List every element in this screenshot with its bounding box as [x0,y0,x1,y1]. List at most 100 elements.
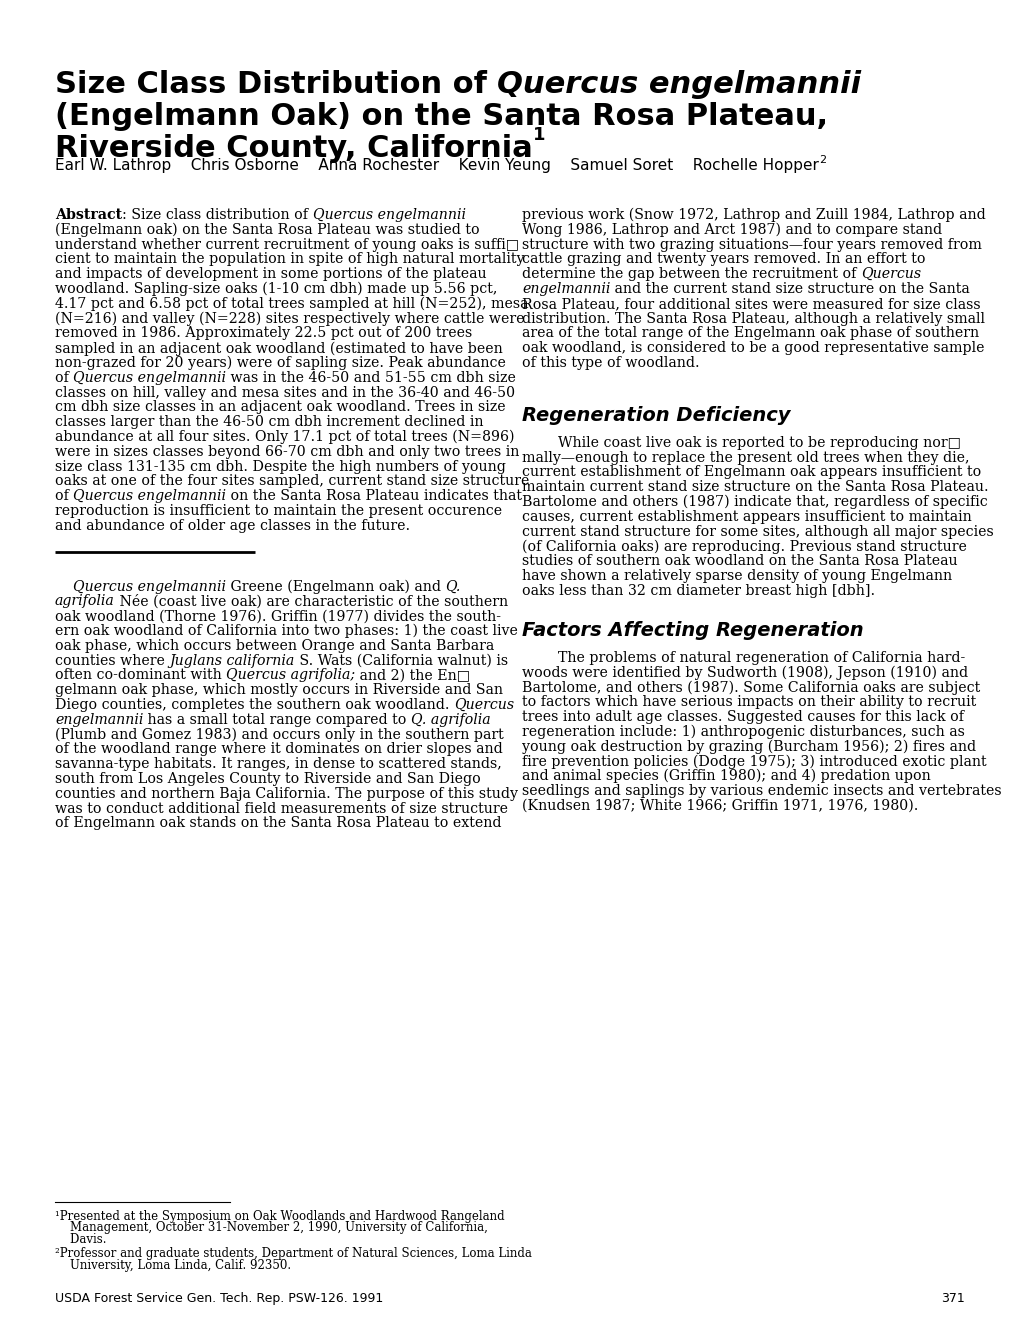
Text: Size Class Distribution of: Size Class Distribution of [55,70,497,99]
Text: Quercus engelmannii: Quercus engelmannii [73,490,226,503]
Text: ²Professor and graduate students, Department of Natural Sciences, Loma Linda: ²Professor and graduate students, Depart… [55,1247,531,1261]
Text: understand whether current recruitment of young oaks is suffi□: understand whether current recruitment o… [55,238,519,252]
Text: Greene (Engelmann oak) and: Greene (Engelmann oak) and [226,579,445,594]
Text: counties and northern Baja California. The purpose of this study: counties and northern Baja California. T… [55,787,518,801]
Text: young oak destruction by grazing (Burcham 1956); 2) fires and: young oak destruction by grazing (Burcha… [522,739,975,754]
Text: Quercus engelmannii: Quercus engelmannii [497,70,861,99]
Text: were in sizes classes beyond 66-70 cm dbh and only two trees in: were in sizes classes beyond 66-70 cm db… [55,445,519,459]
Text: agrifolia: agrifolia [55,594,115,609]
Text: fire prevention policies (Dodge 1975); 3) introduced exotic plant: fire prevention policies (Dodge 1975); 3… [522,754,985,768]
Text: (Plumb and Gomez 1983) and occurs only in the southern part: (Plumb and Gomez 1983) and occurs only i… [55,727,503,742]
Text: reproduction is insufficient to maintain the present occurence: reproduction is insufficient to maintain… [55,504,501,517]
Text: ern oak woodland of California into two phases: 1) the coast live: ern oak woodland of California into two … [55,624,518,639]
Text: Quercus: Quercus [453,698,514,711]
Text: woodland. Sapling-size oaks (1-10 cm dbh) made up 5.56 pct,: woodland. Sapling-size oaks (1-10 cm dbh… [55,282,497,297]
Text: (Engelmann oak) on the Santa Rosa Plateau was studied to: (Engelmann oak) on the Santa Rosa Platea… [55,223,479,238]
Text: 371: 371 [941,1292,964,1305]
Text: abundance at all four sites. Only 17.1 pct of total trees (N=896): abundance at all four sites. Only 17.1 p… [55,430,514,445]
Text: (Engelmann Oak) on the Santa Rosa Plateau,: (Engelmann Oak) on the Santa Rosa Platea… [55,102,827,131]
Text: engelmannii: engelmannii [55,713,144,727]
Text: and 2) the En□: and 2) the En□ [355,668,470,682]
Text: classes larger than the 46-50 cm dbh increment declined in: classes larger than the 46-50 cm dbh inc… [55,416,483,429]
Text: structure with two grazing situations—four years removed from: structure with two grazing situations—fo… [522,238,981,252]
Text: Factors Affecting Regeneration: Factors Affecting Regeneration [522,620,863,640]
Text: oak woodland (Thorne 1976). Griffin (1977) divides the south-: oak woodland (Thorne 1976). Griffin (197… [55,610,500,623]
Text: often co-dominant with: often co-dominant with [55,668,226,682]
Text: studies of southern oak woodland on the Santa Rosa Plateau: studies of southern oak woodland on the … [522,554,957,568]
Text: causes, current establishment appears insufficient to maintain: causes, current establishment appears in… [522,510,971,524]
Text: Q. agrifolia: Q. agrifolia [411,713,490,727]
Text: counties where: counties where [55,653,169,668]
Text: distribution. The Santa Rosa Plateau, although a relatively small: distribution. The Santa Rosa Plateau, al… [522,312,984,326]
Text: classes on hill, valley and mesa sites and in the 36-40 and 46-50: classes on hill, valley and mesa sites a… [55,385,515,400]
Text: and animal species (Griffin 1980); and 4) predation upon: and animal species (Griffin 1980); and 4… [522,770,930,783]
Text: current establishment of Engelmann oak appears insufficient to: current establishment of Engelmann oak a… [522,466,980,479]
Text: to factors which have serious impacts on their ability to recruit: to factors which have serious impacts on… [522,696,975,709]
Text: and the current stand size structure on the Santa: and the current stand size structure on … [609,282,969,296]
Text: trees into adult age classes. Suggested causes for this lack of: trees into adult age classes. Suggested … [522,710,963,723]
Text: (of California oaks) are reproducing. Previous stand structure: (of California oaks) are reproducing. Pr… [522,540,966,554]
Text: of: of [55,490,73,503]
Text: 2: 2 [818,154,825,165]
Text: south from Los Angeles County to Riverside and San Diego: south from Los Angeles County to Riversi… [55,772,480,785]
Text: mally—enough to replace the present old trees when they die,: mally—enough to replace the present old … [522,450,968,465]
Text: University, Loma Linda, Calif. 92350.: University, Loma Linda, Calif. 92350. [55,1259,290,1272]
Text: Q.: Q. [445,579,461,594]
Text: engelmannii: engelmannii [522,282,609,296]
Text: Diego counties, completes the southern oak woodland.: Diego counties, completes the southern o… [55,698,453,711]
Text: Rosa Plateau, four additional sites were measured for size class: Rosa Plateau, four additional sites were… [522,297,979,310]
Text: USDA Forest Service Gen. Tech. Rep. PSW-126. 1991: USDA Forest Service Gen. Tech. Rep. PSW-… [55,1292,383,1305]
Text: oak woodland, is considered to be a good representative sample: oak woodland, is considered to be a good… [522,341,983,355]
Text: oak phase, which occurs between Orange and Santa Barbara: oak phase, which occurs between Orange a… [55,639,494,653]
Text: and abundance of older age classes in the future.: and abundance of older age classes in th… [55,519,410,533]
Text: determine the gap between the recruitment of: determine the gap between the recruitmen… [522,267,860,281]
Text: non-grazed for 20 years) were of sapling size. Peak abundance: non-grazed for 20 years) were of sapling… [55,356,505,371]
Text: has a small total range compared to: has a small total range compared to [144,713,411,727]
Text: gelmann oak phase, which mostly occurs in Riverside and San: gelmann oak phase, which mostly occurs i… [55,684,502,697]
Text: savanna-type habitats. It ranges, in dense to scattered stands,: savanna-type habitats. It ranges, in den… [55,758,501,771]
Text: and impacts of development in some portions of the plateau: and impacts of development in some porti… [55,267,486,281]
Text: Quercus engelmannii: Quercus engelmannii [312,209,465,222]
Text: Quercus engelmannii: Quercus engelmannii [73,371,226,385]
Text: of Engelmann oak stands on the Santa Rosa Plateau to extend: of Engelmann oak stands on the Santa Ros… [55,816,501,830]
Text: 4.17 pct and 6.58 pct of total trees sampled at hill (N=252), mesa: 4.17 pct and 6.58 pct of total trees sam… [55,297,528,312]
Text: seedlings and saplings by various endemic insects and vertebrates: seedlings and saplings by various endemi… [522,784,1001,797]
Text: of this type of woodland.: of this type of woodland. [522,356,699,370]
Text: While coast live oak is reported to be reproducing nor□: While coast live oak is reported to be r… [522,436,960,450]
Text: cient to maintain the population in spite of high natural mortality: cient to maintain the population in spit… [55,252,524,267]
Text: Juglans california: Juglans california [169,653,294,668]
Text: oaks at one of the four sites sampled, current stand size structure: oaks at one of the four sites sampled, c… [55,474,529,488]
Text: Née (coast live oak) are characteristic of the southern: Née (coast live oak) are characteristic … [114,594,507,609]
Text: Management, October 31-November 2, 1990, University of California,: Management, October 31-November 2, 1990,… [55,1221,487,1234]
Text: have shown a relatively sparse density of young Engelmann: have shown a relatively sparse density o… [522,569,951,583]
Text: on the Santa Rosa Plateau indicates that: on the Santa Rosa Plateau indicates that [226,490,522,503]
Text: was in the 46-50 and 51-55 cm dbh size: was in the 46-50 and 51-55 cm dbh size [226,371,516,385]
Text: of the woodland range where it dominates on drier slopes and: of the woodland range where it dominates… [55,742,502,756]
Text: oaks less than 32 cm diameter breast high [dbh].: oaks less than 32 cm diameter breast hig… [522,583,874,598]
Text: Abstract: Abstract [55,209,122,222]
Text: cm dbh size classes in an adjacent oak woodland. Trees in size: cm dbh size classes in an adjacent oak w… [55,400,505,414]
Text: The problems of natural regeneration of California hard-: The problems of natural regeneration of … [522,651,964,664]
Text: Wong 1986, Lathrop and Arct 1987) and to compare stand: Wong 1986, Lathrop and Arct 1987) and to… [522,223,942,238]
Text: previous work (Snow 1972, Lathrop and Zuill 1984, Lathrop and: previous work (Snow 1972, Lathrop and Zu… [522,209,984,222]
Text: Riverside County, California: Riverside County, California [55,135,532,162]
Text: maintain current stand size structure on the Santa Rosa Plateau.: maintain current stand size structure on… [522,480,987,494]
Text: current stand structure for some sites, although all major species: current stand structure for some sites, … [522,524,993,539]
Text: Quercus: Quercus [860,267,920,281]
Text: S. Wats (California walnut) is: S. Wats (California walnut) is [294,653,507,668]
Text: Earl W. Lathrop    Chris Osborne    Anna Rochester    Kevin Yeung    Samuel Sore: Earl W. Lathrop Chris Osborne Anna Roche… [55,158,818,173]
Text: (Knudsen 1987; White 1966; Griffin 1971, 1976, 1980).: (Knudsen 1987; White 1966; Griffin 1971,… [522,799,917,813]
Text: Davis.: Davis. [55,1233,106,1246]
Text: 1: 1 [532,125,545,144]
Text: regeneration include: 1) anthropogenic disturbances, such as: regeneration include: 1) anthropogenic d… [522,725,964,739]
Text: Bartolome and others (1987) indicate that, regardless of specific: Bartolome and others (1987) indicate tha… [522,495,986,510]
Text: sampled in an adjacent oak woodland (estimated to have been: sampled in an adjacent oak woodland (est… [55,341,502,355]
Text: size class 131-135 cm dbh. Despite the high numbers of young: size class 131-135 cm dbh. Despite the h… [55,459,505,474]
Text: woods were identified by Sudworth (1908), Jepson (1910) and: woods were identified by Sudworth (1908)… [522,665,967,680]
Text: cattle grazing and twenty years removed. In an effort to: cattle grazing and twenty years removed.… [522,252,924,267]
Text: removed in 1986. Approximately 22.5 pct out of 200 trees: removed in 1986. Approximately 22.5 pct … [55,326,472,341]
Text: Quercus agrifolia;: Quercus agrifolia; [226,668,355,682]
Text: Quercus engelmannii: Quercus engelmannii [73,579,226,594]
Text: (N=216) and valley (N=228) sites respectively where cattle were: (N=216) and valley (N=228) sites respect… [55,312,524,326]
Text: Bartolome, and others (1987). Some California oaks are subject: Bartolome, and others (1987). Some Calif… [522,680,979,694]
